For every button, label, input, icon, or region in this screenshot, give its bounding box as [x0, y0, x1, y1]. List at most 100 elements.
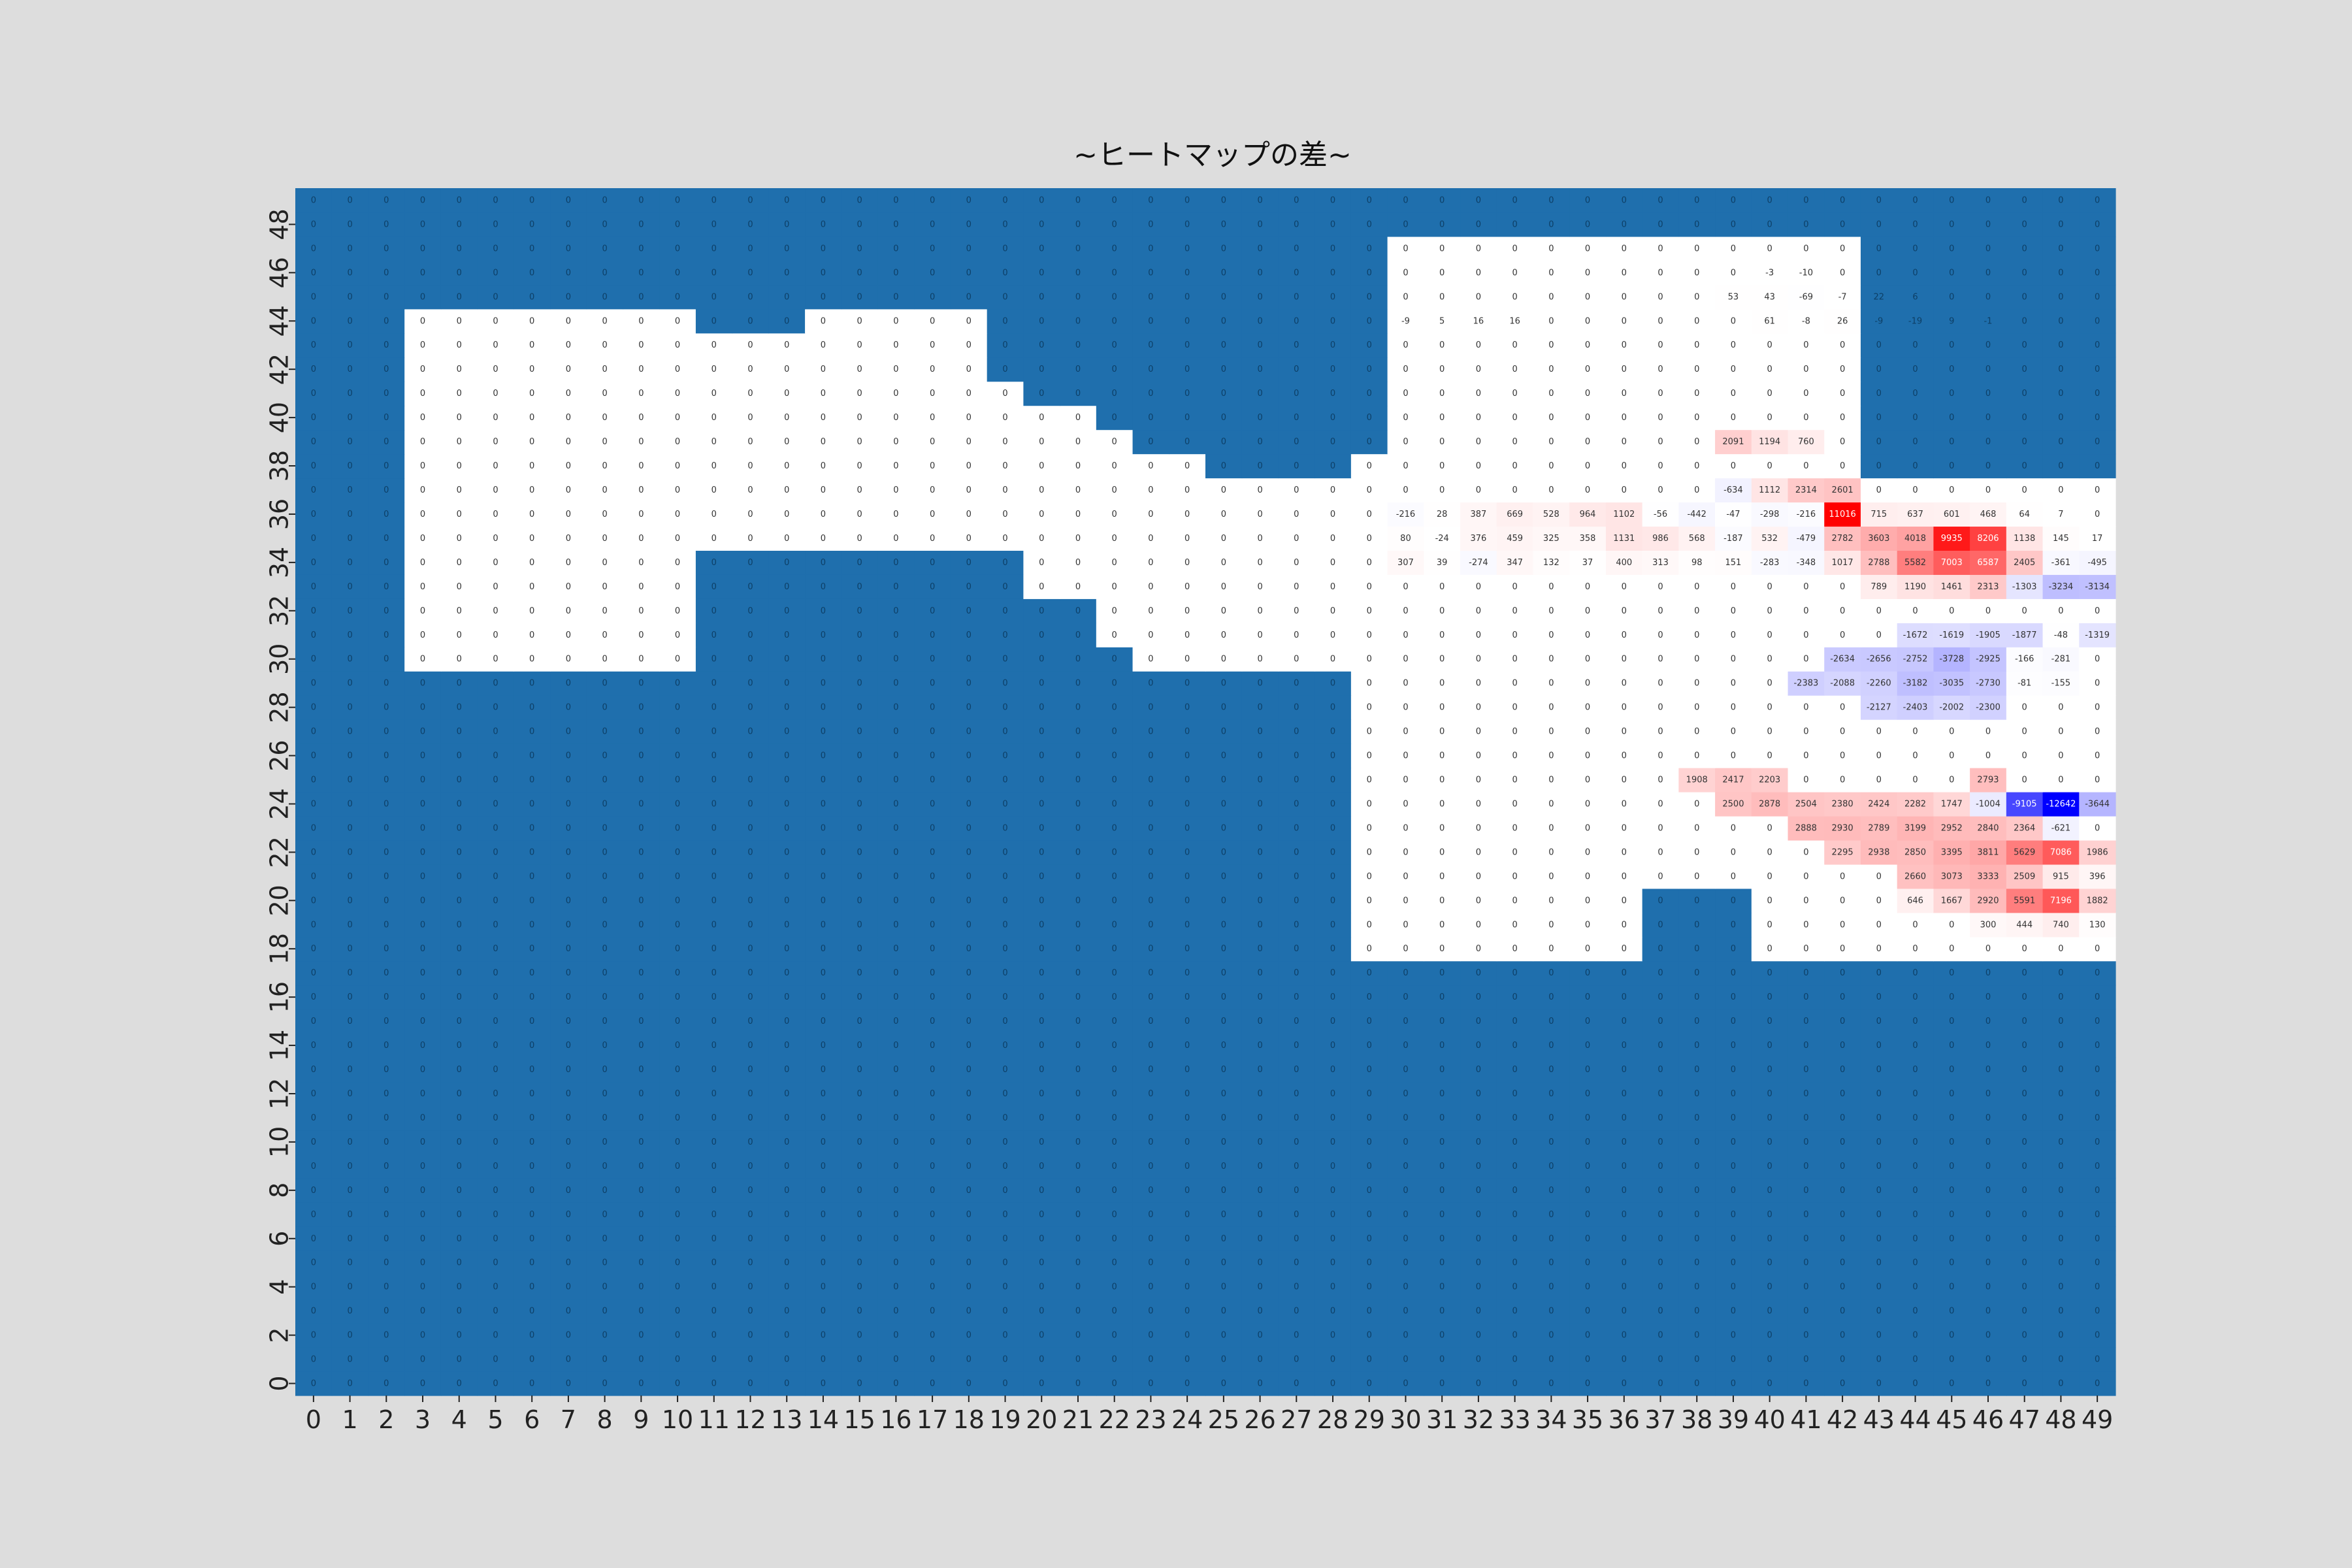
cell-value-label: 0	[1330, 679, 1335, 689]
cell-value-label: 0	[566, 1186, 571, 1196]
cell-value-label: 0	[857, 727, 862, 737]
heatmap-cell	[331, 1178, 369, 1203]
cell-value-label: 0	[821, 220, 826, 229]
cell-value-label: 0	[857, 920, 862, 930]
cell-value-label: 0	[1731, 268, 1736, 278]
heatmap-cell	[914, 1371, 951, 1396]
cell-value-label: 0	[457, 1282, 462, 1292]
cell-value-label: 0	[1075, 558, 1081, 568]
cell-value-label: 0	[1548, 1041, 1554, 1051]
cell-value-label: 0	[384, 872, 389, 881]
cell-value-label: 0	[602, 1282, 607, 1292]
heatmap-cell	[2006, 1323, 2044, 1348]
cell-value-label: 0	[1148, 968, 1153, 978]
cell-value-label: 0	[1658, 1113, 1663, 1123]
cell-value-label: 0	[1403, 1331, 1408, 1341]
cell-value-label: 0	[1257, 896, 1262, 906]
cell-value-label: 0	[821, 1113, 826, 1123]
cell-value-label: 0	[1294, 727, 1299, 737]
cell-value-label: 0	[747, 872, 753, 881]
cell-value-label: 0	[1949, 1162, 1954, 1171]
heatmap-cell	[1715, 1371, 1752, 1396]
cell-value-label: 0	[1985, 461, 1991, 471]
cell-value-label: 0	[857, 292, 862, 302]
cell-value-label: 0	[311, 485, 316, 495]
cell-value-label: 0	[1585, 437, 1590, 447]
cell-value-label: 0	[493, 896, 498, 906]
cell-value-label: 0	[1439, 389, 1445, 399]
cell-value-label: 0	[2058, 1186, 2063, 1196]
cell-value-label: 0	[784, 1137, 789, 1147]
cell-value-label: 0	[747, 992, 753, 1002]
cell-value-label: 0	[1439, 606, 1445, 616]
cell-value-label: 0	[529, 534, 534, 544]
cell-value-label: 0	[1148, 1089, 1153, 1099]
cell-value-label: 0	[1585, 1234, 1590, 1244]
heatmap-cell	[659, 1202, 696, 1227]
cell-value-label: 0	[1112, 582, 1117, 592]
cell-value-label: 0	[566, 582, 571, 592]
cell-value-label: 0	[384, 1379, 389, 1389]
cell-value-label: 0	[1840, 244, 1845, 253]
cell-value-label: 0	[311, 896, 316, 906]
cell-value-label: 0	[347, 847, 352, 857]
cell-value-label: 0	[893, 268, 898, 278]
cell-value-label: 0	[1585, 1113, 1590, 1123]
cell-value-label: 0	[1949, 1186, 1954, 1196]
cell-value-label: 0	[1184, 1137, 1190, 1147]
cell-value-label: 0	[420, 776, 425, 785]
cell-value-label: 0	[602, 703, 607, 713]
cell-value-label: 0	[1257, 1089, 1262, 1099]
cell-value-label: 0	[529, 920, 534, 930]
cell-value-label: 0	[1294, 268, 1299, 278]
cell-value-label: 0	[821, 799, 826, 809]
heatmap-cell	[1169, 1202, 1206, 1227]
cell-value-label: 0	[1512, 582, 1517, 592]
cell-value-label: 0	[1840, 220, 1845, 229]
heatmap-cell	[1605, 1250, 1643, 1275]
cell-value-label: 0	[675, 244, 680, 253]
cell-value-label: 0	[1658, 920, 1663, 930]
heatmap-cell	[1460, 1250, 1497, 1275]
cell-value-label: 0	[1075, 630, 1081, 640]
heatmap-cell	[404, 1275, 442, 1299]
cell-value-label: 0	[1148, 727, 1153, 737]
cell-value-label: 0	[821, 823, 826, 833]
cell-value-label: 0	[1912, 1355, 1918, 1365]
cell-value-label: 0	[1403, 1089, 1408, 1099]
cell-value-label: 0	[1694, 1258, 1699, 1268]
cell-value-label: 0	[893, 679, 898, 689]
cell-value-label: 0	[1658, 606, 1663, 616]
heatmap-cell	[514, 1250, 551, 1275]
cell-value-label: 0	[1439, 437, 1445, 447]
cell-value-label: -3134	[2085, 582, 2110, 592]
cell-value-label: 0	[2022, 1162, 2027, 1171]
cell-value-label: 0	[675, 630, 680, 640]
cell-value-label: 0	[1075, 1041, 1081, 1051]
cell-value-label: 0	[1367, 847, 1372, 857]
cell-value-label: 646	[1907, 896, 1923, 906]
cell-value-label: 0	[1585, 365, 1590, 374]
cell-value-label: 0	[602, 1017, 607, 1026]
cell-value-label: 3073	[1941, 872, 1963, 881]
cell-value-label: 0	[1949, 1210, 1954, 1220]
cell-value-label: 0	[1476, 727, 1481, 737]
cell-value-label: 0	[1731, 1331, 1736, 1341]
cell-value-label: 0	[638, 1379, 644, 1389]
cell-value-label: 0	[2022, 1379, 2027, 1389]
cell-value-label: 0	[711, 1282, 717, 1292]
cell-value-label: 0	[1622, 1210, 1627, 1220]
cell-value-label: 0	[566, 316, 571, 326]
cell-value-label: 0	[1257, 389, 1262, 399]
cell-value-label: 0	[1439, 1379, 1445, 1389]
cell-value-label: 0	[747, 703, 753, 713]
heatmap-cell	[1897, 1275, 1934, 1299]
cell-value-label: 0	[1985, 1113, 1991, 1123]
cell-value-label: 0	[966, 776, 972, 785]
cell-value-label: 0	[420, 1017, 425, 1026]
cell-value-label: 0	[1767, 220, 1772, 229]
heatmap-cell	[1496, 1347, 1534, 1372]
cell-value-label: 0	[893, 510, 898, 519]
heatmap-cell	[1496, 1178, 1534, 1203]
heatmap-cell	[1096, 1154, 1134, 1179]
